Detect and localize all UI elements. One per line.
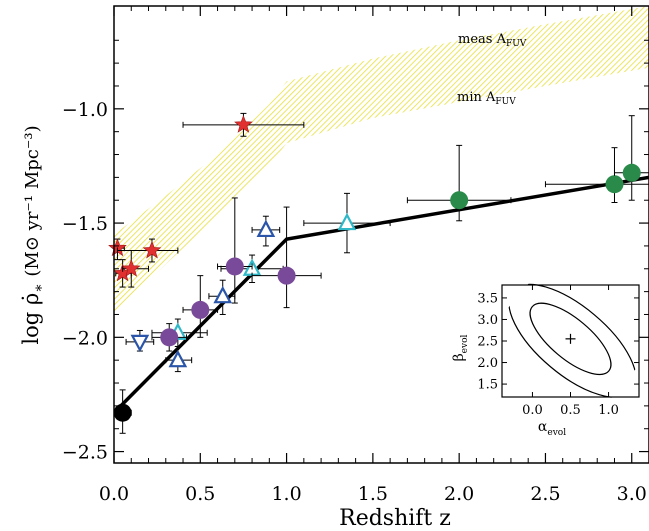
inset-x-tick-label: 1.0	[598, 403, 619, 418]
inset-y-tick-label: 2.0	[477, 356, 498, 371]
circle-marker	[160, 328, 179, 347]
data-point	[303, 192, 391, 254]
y-tick-label: −2.5	[62, 442, 108, 464]
inset-x-tick-label: 0.5	[560, 403, 581, 418]
data-point	[165, 345, 193, 373]
data-point	[125, 329, 155, 353]
data-point	[613, 115, 649, 201]
y-tick-label: −1.0	[62, 99, 108, 121]
inset-y-tick-label: 2.5	[477, 335, 498, 350]
inset-y-tick-label: 3.5	[477, 291, 498, 306]
inset-x-axis-label: αevol	[538, 419, 566, 438]
x-tick-label: 2.0	[444, 483, 474, 505]
star-marker	[142, 240, 162, 259]
y-tick-label: −1.5	[62, 213, 108, 235]
circle-marker	[450, 191, 469, 210]
y-axis-label: log ρ̇∗ (M⊙ yr⁻¹ Mpc⁻³)	[19, 125, 47, 344]
triangle-up-marker	[256, 219, 276, 238]
data-point	[113, 389, 132, 434]
band-lower-label: min AFUV	[457, 90, 516, 107]
triangle-down-marker	[130, 334, 150, 353]
data-point	[151, 323, 187, 352]
circle-marker	[225, 257, 244, 276]
star-marker	[234, 114, 253, 133]
triangle-up-marker	[168, 349, 188, 368]
star-marker	[121, 258, 141, 277]
inset-y-tick-label: 1.5	[477, 378, 498, 393]
data-point	[121, 249, 150, 288]
y-tick-label: −2.0	[62, 327, 108, 349]
data-points	[108, 112, 649, 434]
x-tick-label: 0.0	[99, 483, 129, 505]
dust-correction-band	[114, 6, 649, 315]
circle-marker	[622, 163, 641, 182]
data-point	[182, 112, 305, 137]
circle-marker	[605, 175, 624, 194]
data-point	[182, 275, 219, 338]
plot-frame	[113, 5, 649, 464]
triangle-up-marker	[337, 212, 357, 231]
data-point	[217, 197, 253, 304]
band-upper-label: meas AFUV	[458, 32, 527, 49]
circle-marker	[113, 403, 132, 422]
circle-marker	[191, 300, 210, 319]
inset-y-axis-label: βevol	[451, 334, 470, 361]
x-tick-label: 0.5	[185, 483, 215, 505]
x-tick-label: 2.5	[530, 483, 560, 505]
inset-x-tick-label: 0.0	[522, 403, 543, 418]
x-axis-label: Redshift z	[339, 506, 451, 531]
data-point	[151, 318, 208, 347]
inner-contour	[529, 302, 612, 376]
band-area	[114, 6, 649, 315]
x-tick-label: 3.0	[617, 483, 647, 505]
data-point	[116, 238, 179, 263]
circle-marker	[277, 266, 296, 285]
data-point	[251, 206, 322, 309]
data-point	[251, 215, 281, 247]
x-tick-label: 1.0	[271, 483, 301, 505]
triangle-up-marker	[213, 285, 233, 304]
inset-contours: 0.0 0.5 1.0 1.5 2.0 2.5 3.0 3.5	[477, 283, 639, 418]
inset-y-tick-label: 3.0	[477, 313, 498, 328]
main-axes: 0.0 0.5 1.0 1.5 2.0 2.5 3.0 −2.5 −2.0 −1.5 −1.0	[62, 6, 649, 505]
data-point	[406, 144, 512, 222]
x-tick-label: 1.5	[358, 483, 388, 505]
